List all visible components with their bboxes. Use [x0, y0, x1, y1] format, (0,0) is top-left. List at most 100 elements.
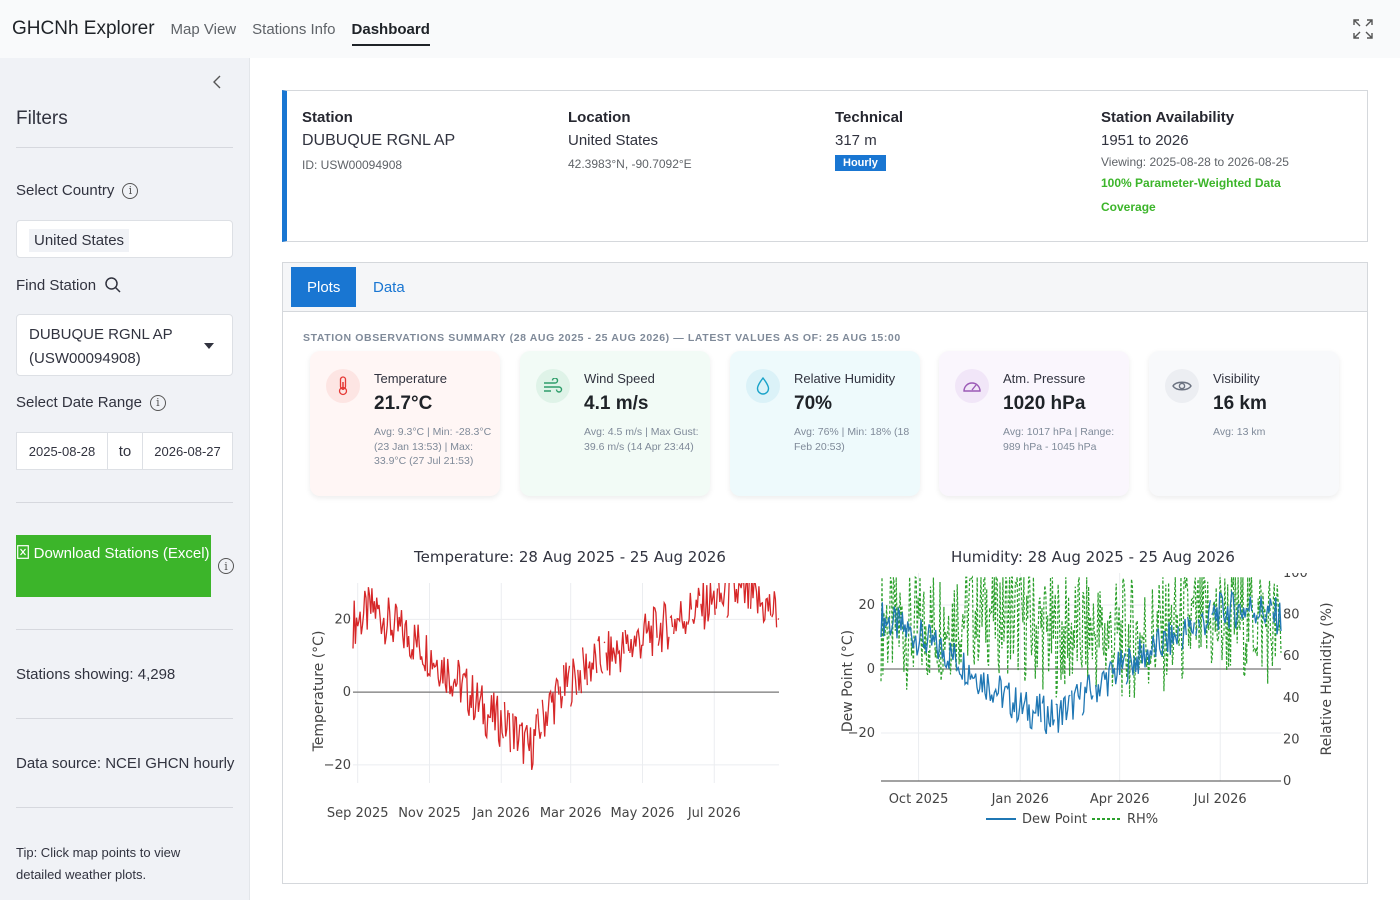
hourly-badge: Hourly	[835, 155, 886, 171]
y-axis-label: Dew Point (°C)	[840, 630, 856, 732]
metric-detail: Avg: 1017 hPa | Range: 989 hPa - 1045 hP…	[1003, 426, 1115, 453]
y2-tick-label: 60	[1283, 649, 1300, 664]
metric-detail: Avg: 9.3°C | Min: -28.3°C (23 Jan 13:53)…	[374, 426, 492, 467]
collapse-sidebar-icon[interactable]	[208, 72, 228, 92]
find-station-label-text: Find Station	[16, 276, 97, 294]
country-select[interactable]: United States	[16, 220, 233, 258]
fullscreen-icon[interactable]	[1352, 18, 1374, 40]
metric-value: 4.1 m/s	[584, 393, 649, 414]
x-tick-label: Oct 2025	[889, 792, 949, 807]
end-date-field[interactable]: 2026-08-27	[142, 432, 233, 470]
divider	[16, 629, 233, 630]
metric-detail: Avg: 76% | Min: 18% (18 Feb 20:53)	[794, 426, 910, 453]
y2-tick-label: 20	[1283, 732, 1300, 747]
x-tick-label: Jan 2026	[991, 792, 1049, 807]
metric-card-wind: Wind Speed 4.1 m/s Avg: 4.5 m/s | Max Gu…	[520, 351, 710, 496]
info-icon[interactable]: i	[218, 558, 234, 574]
y-tick-label: −20	[848, 726, 875, 741]
availability-heading: Station Availability	[1101, 109, 1235, 126]
location-column: Location United States 42.3983°N, -90.70…	[568, 109, 692, 171]
metric-label: Temperature	[374, 371, 447, 386]
technical-column: Technical 317 m Hourly	[835, 109, 903, 171]
date-range-label-text: Select Date Range	[16, 394, 142, 411]
search-icon[interactable]	[104, 276, 122, 294]
y-tick-label: 20	[334, 612, 351, 627]
y2-tick-label: 0	[1283, 774, 1291, 789]
y-tick-label: 0	[343, 685, 351, 700]
info-icon[interactable]: i	[149, 394, 166, 411]
country-chip[interactable]: United States	[29, 229, 130, 252]
tip-text: Tip: Click map points to view detailed w…	[16, 845, 181, 882]
sidebar: Filters Select Country i United States F…	[0, 58, 250, 900]
x-tick-label: Nov 2025	[398, 806, 461, 821]
tab-plots[interactable]: Plots	[291, 267, 357, 307]
top-nav: GHCNh Explorer Map View Stations Info Da…	[0, 0, 1400, 58]
divider	[16, 147, 233, 148]
eye-icon	[1165, 369, 1199, 403]
station-heading: Station	[302, 109, 353, 126]
x-tick-label: May 2026	[610, 806, 674, 821]
y-tick-label: −20	[324, 758, 351, 773]
wind-icon	[536, 369, 570, 403]
tabs-bar: Plots Data	[283, 263, 1367, 312]
download-label: Download Stations (Excel)	[33, 545, 210, 562]
divider	[16, 718, 233, 719]
tab-data[interactable]: Data	[373, 278, 405, 296]
metric-label: Atm. Pressure	[1003, 371, 1086, 386]
x-tick-label: Jul 2026	[687, 806, 741, 821]
country-label-text: Select Country	[16, 182, 115, 199]
station-elevation: 317 m	[835, 132, 877, 149]
nav-dashboard[interactable]: Dashboard	[351, 0, 431, 58]
download-stations-button[interactable]: Download Stations (Excel)	[16, 535, 211, 597]
y2-tick-label: 40	[1283, 691, 1300, 706]
legend-dew-point-label: Dew Point	[1022, 812, 1087, 827]
summary-title: STATION OBSERVATIONS SUMMARY (28 AUG 202…	[303, 332, 901, 344]
humidity-chart[interactable]: Oct 2025 Jan 2026 Apr 2026 Jul 2026 −20 0 20 0 2…	[831, 573, 1361, 843]
humidity-chart-title: Humidity: 28 Aug 2025 - 25 Aug 2026	[951, 548, 1235, 566]
temperature-chart[interactable]: Sep 2025 Nov 2025 Jan 2026 Mar 2026 May 2026…	[303, 583, 803, 833]
station-column: Station DUBUQUE RGNL AP ID: USW00094908	[302, 109, 455, 172]
metric-card-pressure: Atm. Pressure 1020 hPa Avg: 1017 hPa | R…	[939, 351, 1129, 496]
country-label: Select Country i	[16, 182, 139, 199]
metric-value: 16 km	[1213, 393, 1267, 414]
x-tick-label: Sep 2025	[327, 806, 389, 821]
y2-tick-label: 100	[1283, 573, 1308, 581]
metric-value: 1020 hPa	[1003, 393, 1086, 414]
x-tick-label: Mar 2026	[540, 806, 602, 821]
metric-label: Visibility	[1213, 371, 1260, 386]
availability-years: 1951 to 2026	[1101, 132, 1189, 149]
metric-value: 70%	[794, 393, 833, 414]
thermometer-icon	[326, 369, 360, 403]
temperature-chart-title: Temperature: 28 Aug 2025 - 25 Aug 2026	[414, 548, 726, 566]
metric-card-humidity: Relative Humidity 70% Avg: 76% | Min: 18…	[730, 351, 920, 496]
metric-label: Relative Humidity	[794, 371, 896, 386]
metric-card-visibility: Visibility 16 km Avg: 13 km	[1149, 351, 1339, 496]
start-date-field[interactable]: 2025-08-28	[16, 432, 108, 470]
y-tick-label: 0	[867, 662, 875, 677]
station-select[interactable]: DUBUQUE RGNL AP (USW00094908)	[16, 314, 233, 376]
filters-title: Filters	[16, 108, 68, 129]
station-id: ID: USW00094908	[302, 158, 403, 172]
excel-file-icon	[17, 545, 30, 559]
availability-column: Station Availability 1951 to 2026 Viewin…	[1101, 109, 1321, 219]
technical-heading: Technical	[835, 109, 904, 126]
data-source: Data source: NCEI GHCN hourly	[16, 755, 235, 772]
nav-stations-info[interactable]: Stations Info	[252, 20, 336, 38]
y-tick-label: 20	[858, 598, 875, 613]
date-range-input: 2025-08-28 to 2026-08-27	[16, 432, 233, 470]
coverage-text: 100% Parameter-Weighted Data Coverage	[1101, 176, 1281, 214]
date-separator: to	[108, 432, 142, 470]
find-station-label: Find Station	[16, 276, 122, 294]
metric-detail: Avg: 13 km	[1213, 426, 1266, 438]
station-coords: 42.3983°N, -90.7092°E	[568, 157, 692, 171]
gauge-icon	[955, 369, 989, 403]
metric-card-temperature: Temperature 21.7°C Avg: 9.3°C | Min: -28…	[310, 351, 500, 496]
x-tick-label: Apr 2026	[1090, 792, 1150, 807]
app-brand[interactable]: GHCNh Explorer	[12, 18, 155, 39]
chevron-down-icon[interactable]	[204, 343, 214, 349]
dew-point-series-line	[880, 590, 1282, 735]
date-range-label: Select Date Range i	[16, 394, 166, 411]
info-icon[interactable]: i	[122, 182, 139, 199]
nav-map-view[interactable]: Map View	[170, 20, 237, 38]
metric-value: 21.7°C	[374, 393, 433, 414]
